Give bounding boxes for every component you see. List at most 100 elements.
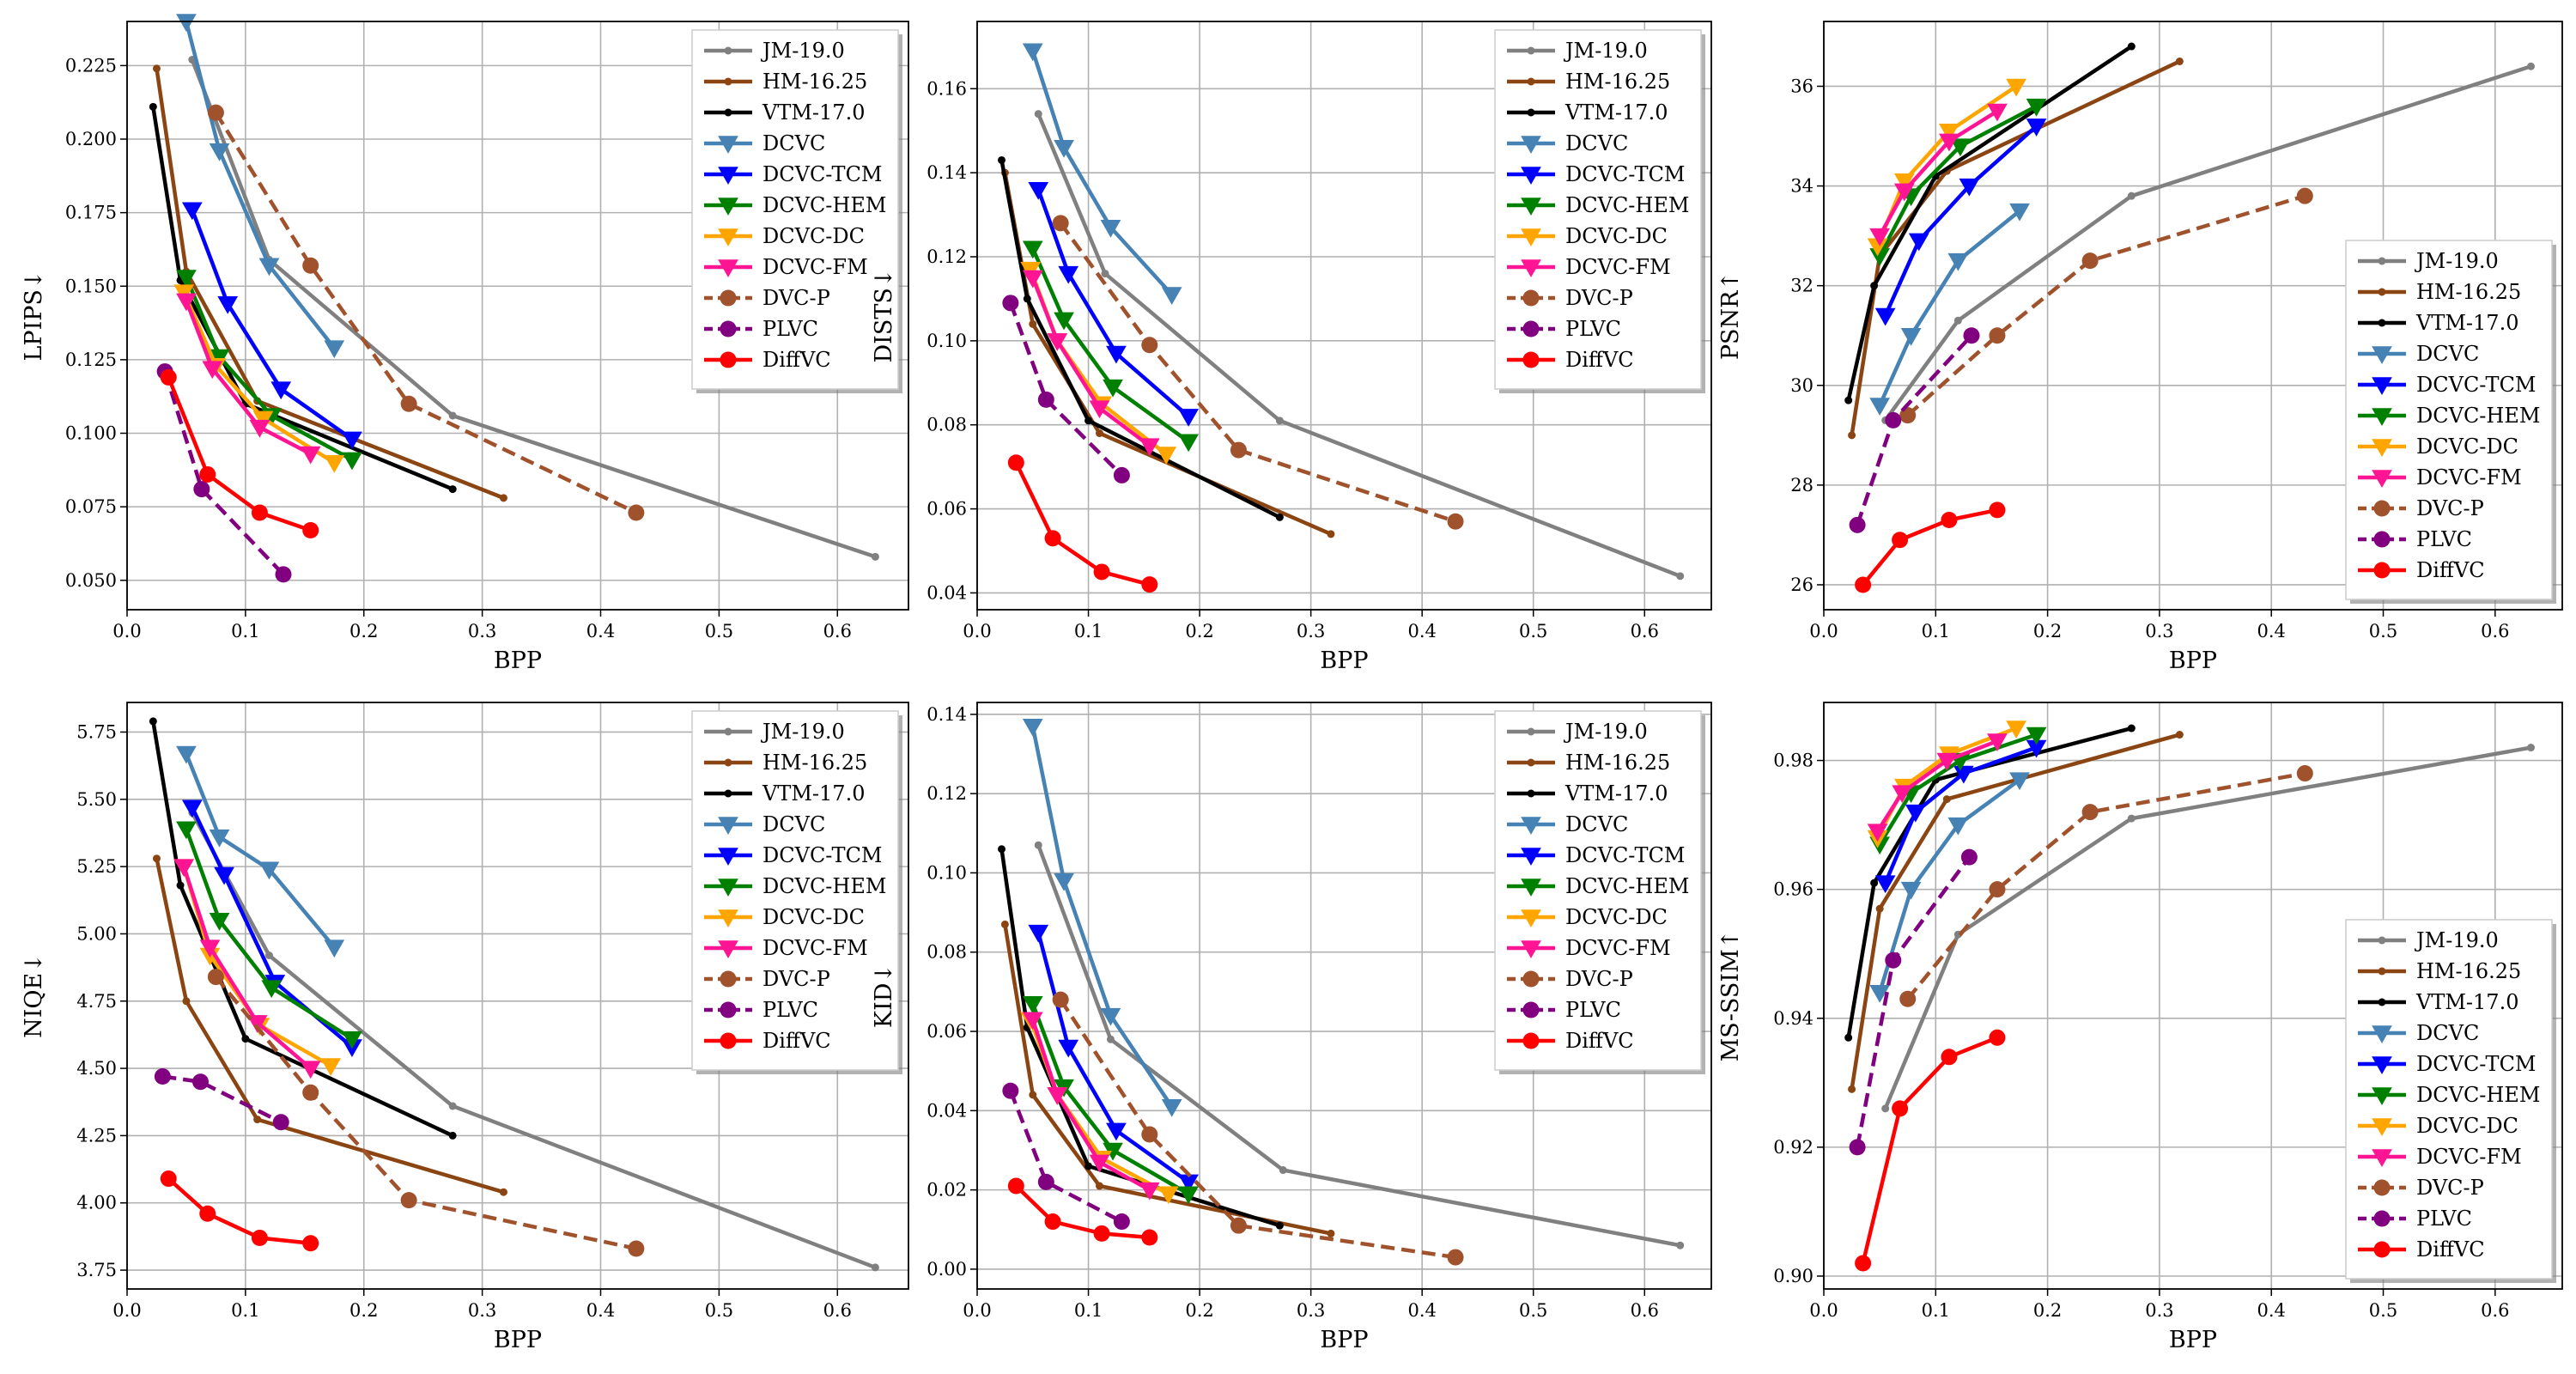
data-point-dvc-p (2081, 804, 2099, 821)
x-tick-label: 0.5 (705, 1300, 733, 1321)
data-point-dcvc-tcm (1959, 178, 1980, 197)
series-line-vtm-17-0 (1846, 45, 2133, 401)
legend-entry-vtm-17-0: VTM-17.0 (704, 781, 865, 806)
data-point-vtm-17-0 (998, 155, 1005, 164)
data-point-dcvc-tcm (2026, 119, 2047, 137)
x-tick-label: 0.0 (963, 621, 991, 641)
legend-entry-dcvc-hem: DCVC-HEM (1507, 193, 1689, 217)
series-line-dcvc-fm (1030, 277, 1151, 447)
legend-marker (1521, 136, 1541, 155)
legend-label: DCVC-FM (2416, 1145, 2522, 1169)
data-point-hm-16-25 (499, 1188, 507, 1196)
series-plvc (154, 1067, 289, 1131)
data-point-dcvc-hem (209, 913, 230, 931)
legend-entry-jm-19-0: JM-19.0 (2358, 928, 2499, 952)
data-point-vtm-17-0 (448, 485, 457, 494)
data-point-vtm-17-0 (1275, 1221, 1284, 1230)
data-point-dcvc (1100, 220, 1121, 238)
series-dcvc-tcm (181, 202, 362, 450)
data-point-diffvc (1989, 502, 2006, 519)
data-point-jm-19-0 (1676, 572, 1685, 581)
data-point-hm-16-25 (1029, 319, 1037, 328)
legend-entry-dcvc-tcm: DCVC-TCM (704, 843, 883, 867)
data-point-dcvc-fm (199, 939, 221, 958)
legend-label: DCVC (1565, 131, 1628, 155)
data-point-vtm-17-0 (1844, 1033, 1853, 1042)
legend-marker (2378, 257, 2386, 265)
data-point-vtm-17-0 (1084, 1162, 1093, 1170)
series-line-hm-16-25 (1003, 924, 1332, 1236)
legend-entry-dcvc-tcm: DCVC-TCM (2358, 373, 2537, 397)
data-point-hm-16-25 (2175, 731, 2184, 739)
data-point-dvc-p (302, 257, 319, 274)
data-point-plvc (1963, 327, 1980, 344)
legend-marker (720, 1032, 737, 1049)
data-point-dcvc-hem (1178, 434, 1199, 453)
series-dvc-p (1899, 187, 2313, 424)
data-point-dcvc-fm (176, 293, 197, 312)
y-tick-label: 0.200 (65, 129, 117, 149)
legend-entry-vtm-17-0: VTM-17.0 (2358, 990, 2518, 1014)
data-point-plvc (272, 1114, 289, 1131)
data-point-dvc-p (302, 1084, 319, 1101)
series-plvc (1849, 848, 1978, 1156)
series-line-jm-19-0 (1036, 844, 1681, 1248)
legend-entry-dvc-p: DVC-P (704, 967, 830, 991)
legend-label: DVC-P (2416, 1176, 2484, 1200)
legend-marker (720, 289, 737, 307)
data-point-jm-19-0 (264, 951, 273, 960)
data-point-dcvc-hem (261, 980, 283, 999)
data-point-dcvc-dc (1939, 123, 1959, 142)
x-tick-label: 0.0 (112, 1300, 141, 1321)
data-point-dvc-p (1230, 1217, 1247, 1234)
data-point-dcvc-hem (209, 349, 230, 368)
legend-label: VTM-17.0 (2415, 990, 2518, 1014)
series-dvc-p (207, 104, 645, 521)
y-tick-label: 3.75 (76, 1260, 117, 1280)
legend-label: DVC-P (762, 286, 830, 310)
y-tick-label: 0.96 (1773, 879, 1814, 900)
x-tick-label: 0.0 (112, 621, 141, 641)
legend-marker (2378, 288, 2386, 296)
legend-label: DCVC-DC (762, 224, 865, 248)
legend-marker (718, 228, 738, 247)
legend-entry-plvc: PLVC (1507, 317, 1621, 341)
series-line-dvc-p (214, 111, 637, 515)
legend-label: DVC-P (762, 967, 830, 991)
data-point-dcvc-fm (1047, 333, 1068, 351)
x-axis-label: BPP (2169, 1327, 2217, 1353)
legend-label: DCVC (1565, 812, 1628, 836)
series-line-diffvc (167, 1176, 311, 1245)
x-tick-label: 0.5 (1519, 621, 1547, 641)
legend-label: DCVC (2416, 342, 2479, 366)
legend-marker (1527, 789, 1535, 798)
data-point-jm-19-0 (448, 411, 457, 420)
data-point-vtm-17-0 (1870, 879, 1879, 887)
data-point-dcvc-dc (2006, 78, 2026, 97)
series-line-dcvc (1877, 778, 2021, 994)
legend-entry-dvc-p: DVC-P (2358, 496, 2484, 520)
data-point-vtm-17-0 (1023, 295, 1031, 303)
data-point-dvc-p (1052, 991, 1069, 1008)
series-line-plvc (1008, 302, 1123, 477)
data-point-plvc (1113, 1213, 1130, 1231)
data-point-dcvc (1022, 43, 1043, 62)
series-jm-19-0 (1034, 110, 1685, 581)
legend-entry-diffvc: DiffVC (704, 1029, 831, 1053)
series-hm-16-25 (1848, 57, 2184, 440)
legend-label: DCVC (762, 812, 825, 836)
series-dcvc-fm (1022, 270, 1160, 457)
legend-marker (2372, 439, 2392, 458)
data-point-vtm-17-0 (998, 845, 1005, 854)
series-jm-19-0 (1881, 744, 2536, 1113)
y-tick-label: 0.050 (65, 570, 117, 591)
data-point-dcvc-hem (1022, 995, 1043, 1014)
legend-marker (1521, 909, 1541, 928)
legend-label: DCVC-HEM (1565, 193, 1689, 217)
data-point-jm-19-0 (871, 1263, 879, 1272)
series-line-dcvc-tcm (1036, 188, 1190, 418)
legend-label: JM-19.0 (1563, 39, 1648, 63)
x-tick-label: 0.1 (1922, 1300, 1950, 1321)
series-dvc-p (207, 969, 645, 1257)
